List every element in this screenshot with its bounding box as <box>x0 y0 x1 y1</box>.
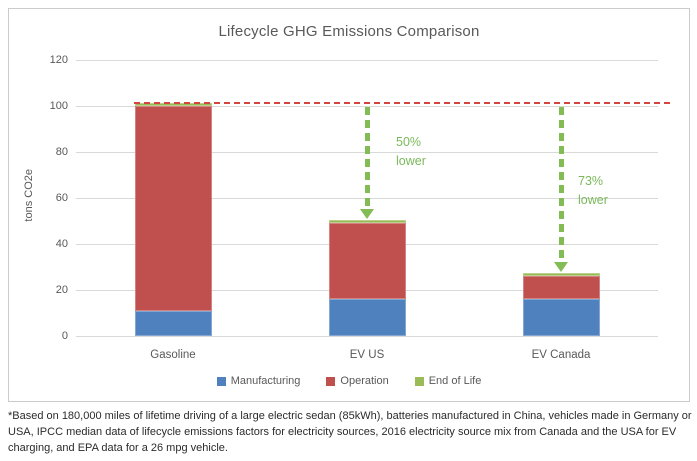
bar-segment-gasoline-manufacturing <box>134 310 212 336</box>
bar-segment-gasoline-end-of-life <box>134 102 212 106</box>
gridline-y100 <box>76 105 658 107</box>
footnote: *Based on 180,000 miles of lifetime driv… <box>8 410 692 454</box>
reference-line <box>134 101 671 104</box>
legend-label-manufacturing: Manufacturing <box>230 375 301 387</box>
bar-segment-ev-us-end-of-life <box>328 219 406 224</box>
y-tick-label-20: 20 <box>55 284 68 296</box>
bar-segment-ev-canada-end-of-life <box>522 272 600 277</box>
legend-swatch-manufacturing <box>216 376 226 386</box>
bar-segment-ev-canada-manufacturing <box>522 299 600 336</box>
annotation-ev-us: 50% lower <box>396 134 426 168</box>
y-tick-label-60: 60 <box>55 192 68 204</box>
x-axis-label-gasoline: Gasoline <box>150 349 196 361</box>
legend-item-manufacturing: Manufacturing <box>216 375 301 387</box>
arrow-down-icon-ev-us <box>360 208 374 219</box>
decrease-arrow-shaft-ev-us <box>364 106 370 209</box>
legend-label-operation: Operation <box>340 375 389 387</box>
bar-segment-gasoline-operation <box>134 106 212 311</box>
y-tick-label-100: 100 <box>49 100 68 112</box>
legend-label-end-of-life: End of Life <box>428 375 482 387</box>
x-axis-label-ev-canada: EV Canada <box>531 349 591 361</box>
plot-area: 0 20 40 60 80 100 120 Gasoline EV US EV Canada 50%… <box>50 54 671 361</box>
gridline-y120 <box>76 59 658 61</box>
legend-swatch-operation <box>326 376 336 386</box>
chart-frame: Lifecycle GHG Emissions Comparison tons … <box>8 8 690 402</box>
y-tick-label-80: 80 <box>55 146 68 158</box>
arrow-down-icon-ev-canada <box>554 261 568 272</box>
x-axis-label-ev-us: EV US <box>349 349 385 361</box>
chart-title: Lifecycle GHG Emissions Comparison <box>218 23 480 40</box>
legend-item-end-of-life: End of Life <box>414 375 482 387</box>
legend-swatch-end-of-life <box>414 376 424 386</box>
bar-segment-ev-us-manufacturing <box>328 299 406 336</box>
legend: Manufacturing Operation End of Life <box>9 375 689 387</box>
legend-item-operation: Operation <box>326 375 389 387</box>
bar-segment-ev-us-operation <box>328 223 406 300</box>
bar-segment-ev-canada-operation <box>522 276 600 300</box>
y-tick-label-40: 40 <box>55 238 68 250</box>
decrease-arrow-shaft-ev-canada <box>558 106 564 262</box>
annotation-ev-canada: 73% lower <box>578 173 608 207</box>
y-tick-label-0: 0 <box>61 330 68 342</box>
gridline-y0 <box>76 335 658 337</box>
y-tick-label-120: 120 <box>49 54 68 66</box>
